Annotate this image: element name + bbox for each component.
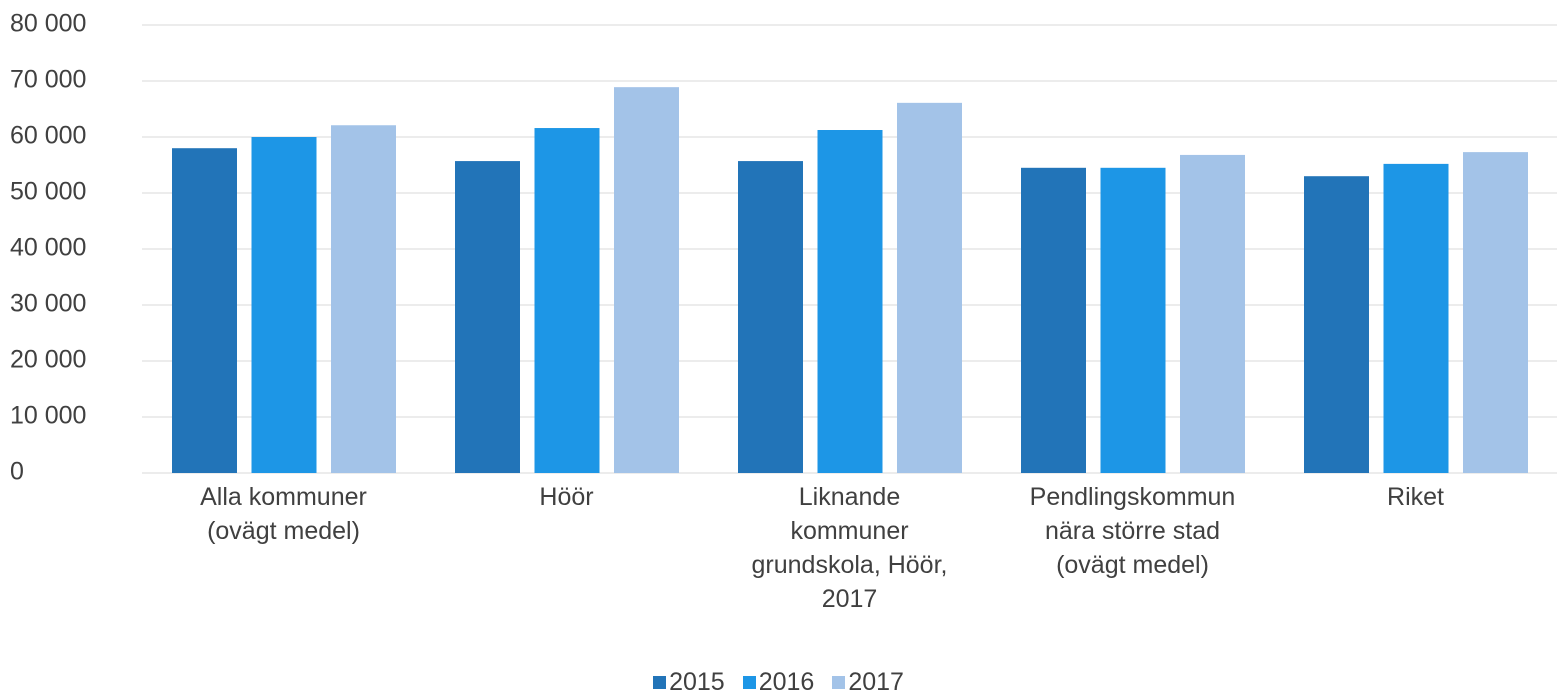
- bar: [1100, 167, 1166, 474]
- bar: [1463, 152, 1528, 473]
- y-tick-label: 50 000: [10, 178, 86, 206]
- legend: 2015 2016 2017: [0, 668, 1557, 697]
- bar: [614, 87, 679, 473]
- y-tick-label: 70 000: [10, 66, 86, 94]
- bar: [1021, 167, 1086, 474]
- y-tick-label: 10 000: [10, 402, 86, 430]
- legend-item: 2015: [653, 668, 725, 697]
- bar: [817, 130, 883, 473]
- legend-item: 2017: [832, 668, 904, 697]
- bar: [1304, 176, 1369, 473]
- legend-item: 2016: [742, 668, 815, 697]
- legend-label: 2015: [669, 668, 725, 696]
- x-tick-label: Liknande kommuner grundskola, Höör, 2017: [751, 483, 948, 613]
- x-tick-label: Pendlingskommun nära större stad (ovägt …: [1029, 483, 1236, 579]
- legend-swatch: [832, 676, 846, 689]
- legend-swatch: [653, 676, 667, 689]
- legend-swatch: [742, 676, 756, 689]
- bar: [1383, 163, 1449, 473]
- bar: [534, 128, 600, 474]
- bar: [251, 137, 317, 473]
- x-tick-label: Höör: [539, 483, 594, 511]
- bar: [738, 161, 803, 473]
- y-tick-label: 20 000: [10, 346, 86, 374]
- y-tick-label: 60 000: [10, 122, 86, 150]
- legend-label: 2017: [848, 668, 904, 696]
- y-tick-label: 0: [10, 458, 24, 486]
- x-tick-label: Alla kommuner (ovägt medel): [200, 483, 367, 545]
- bar: [172, 148, 237, 473]
- bar: [897, 102, 962, 473]
- bar: [455, 161, 520, 473]
- legend-label: 2016: [758, 668, 815, 696]
- bar: [331, 125, 396, 474]
- x-tick-label: Riket: [1387, 483, 1444, 511]
- y-tick-label: 30 000: [10, 290, 86, 318]
- bar: [1180, 154, 1245, 474]
- y-tick-label: 80 000: [10, 10, 86, 38]
- y-tick-label: 40 000: [10, 234, 86, 262]
